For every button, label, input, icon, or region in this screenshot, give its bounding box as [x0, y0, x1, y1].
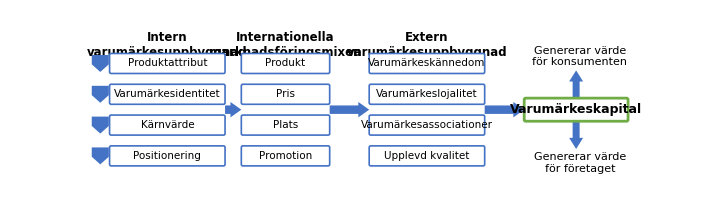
Text: Varumärkesassociationer: Varumärkesassociationer [361, 120, 493, 130]
FancyBboxPatch shape [110, 53, 225, 74]
Polygon shape [225, 102, 241, 117]
Text: Varumärkeskapital: Varumärkeskapital [510, 103, 642, 116]
FancyBboxPatch shape [241, 84, 330, 104]
Text: Upplevd kvalitet: Upplevd kvalitet [385, 151, 470, 161]
FancyBboxPatch shape [241, 53, 330, 74]
FancyBboxPatch shape [524, 98, 628, 121]
Text: Kärnvärde: Kärnvärde [141, 120, 194, 130]
FancyBboxPatch shape [369, 53, 484, 74]
Polygon shape [484, 102, 524, 117]
Text: Promotion: Promotion [259, 151, 312, 161]
Polygon shape [92, 147, 109, 164]
Text: Intern
varumärkesuppbyggnad: Intern varumärkesuppbyggnad [87, 31, 247, 59]
Text: Varumärkesidentitet: Varumärkesidentitet [114, 89, 221, 99]
Text: Produktattribut: Produktattribut [127, 59, 207, 69]
Text: Plats: Plats [273, 120, 298, 130]
FancyBboxPatch shape [369, 115, 484, 135]
Text: Produkt: Produkt [266, 59, 306, 69]
Polygon shape [569, 70, 583, 98]
Polygon shape [569, 121, 583, 149]
FancyBboxPatch shape [241, 115, 330, 135]
Polygon shape [330, 102, 369, 117]
Text: Pris: Pris [276, 89, 295, 99]
Polygon shape [92, 86, 109, 103]
FancyBboxPatch shape [110, 84, 225, 104]
Text: Varumärkeslojalitet: Varumärkeslojalitet [376, 89, 478, 99]
FancyBboxPatch shape [110, 146, 225, 166]
FancyBboxPatch shape [241, 146, 330, 166]
Text: Extern
varumärkesuppbyggnad: Extern varumärkesuppbyggnad [347, 31, 508, 59]
Text: Positionering: Positionering [134, 151, 201, 161]
Text: Genererar värde
för konsumenten: Genererar värde för konsumenten [532, 46, 628, 67]
FancyBboxPatch shape [369, 146, 484, 166]
Polygon shape [92, 117, 109, 133]
FancyBboxPatch shape [369, 84, 484, 104]
Text: Varumärkeskännedom: Varumärkeskännedom [368, 59, 486, 69]
Text: Internationella
marknadsföringsmixen: Internationella marknadsföringsmixen [209, 31, 362, 59]
Text: Genererar värde
för företaget: Genererar värde för företaget [534, 152, 626, 174]
Polygon shape [92, 55, 109, 72]
FancyBboxPatch shape [110, 115, 225, 135]
